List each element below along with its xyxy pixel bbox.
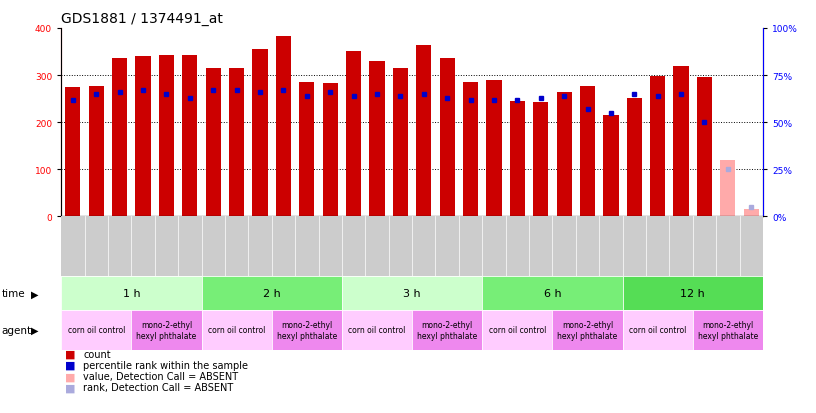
Text: GDS1881 / 1374491_at: GDS1881 / 1374491_at — [61, 12, 223, 26]
Bar — [486, 81, 502, 217]
Bar — [272, 311, 342, 350]
Bar — [131, 311, 202, 350]
Bar — [743, 210, 759, 217]
Text: mono-2-ethyl
hexyl phthalate: mono-2-ethyl hexyl phthalate — [277, 320, 337, 340]
Bar — [416, 46, 432, 217]
Bar — [202, 277, 342, 311]
Text: corn oil control: corn oil control — [68, 326, 125, 335]
Text: corn oil control: corn oil control — [629, 326, 686, 335]
Bar — [89, 87, 104, 217]
Bar — [206, 69, 221, 217]
Bar — [440, 59, 455, 217]
Bar — [557, 93, 572, 217]
Text: corn oil control: corn oil control — [348, 326, 406, 335]
Bar — [252, 50, 268, 217]
Bar — [229, 69, 244, 217]
Text: mono-2-ethyl
hexyl phthalate: mono-2-ethyl hexyl phthalate — [417, 320, 477, 340]
Text: ▶: ▶ — [31, 289, 38, 299]
Text: mono-2-ethyl
hexyl phthalate: mono-2-ethyl hexyl phthalate — [557, 320, 618, 340]
Bar — [276, 36, 291, 217]
Bar — [346, 52, 361, 217]
Text: mono-2-ethyl
hexyl phthalate: mono-2-ethyl hexyl phthalate — [136, 320, 197, 340]
Bar — [412, 311, 482, 350]
Bar — [112, 59, 127, 217]
Bar — [673, 66, 689, 217]
Bar — [623, 277, 763, 311]
Text: 3 h: 3 h — [403, 289, 421, 299]
Text: 1 h: 1 h — [122, 289, 140, 299]
Bar — [650, 77, 665, 217]
Text: 6 h: 6 h — [543, 289, 561, 299]
Text: percentile rank within the sample: percentile rank within the sample — [83, 360, 248, 370]
Bar — [533, 103, 548, 217]
Bar — [721, 160, 735, 217]
Bar — [482, 277, 623, 311]
Bar — [61, 311, 131, 350]
Bar — [159, 56, 174, 217]
Text: 2 h: 2 h — [263, 289, 281, 299]
Bar — [182, 56, 197, 217]
Bar — [580, 87, 595, 217]
Bar — [61, 277, 202, 311]
Text: ▶: ▶ — [31, 325, 38, 335]
Text: ■: ■ — [65, 382, 76, 392]
Bar — [342, 277, 482, 311]
Bar — [65, 88, 81, 217]
Text: mono-2-ethyl
hexyl phthalate: mono-2-ethyl hexyl phthalate — [698, 320, 758, 340]
Bar — [370, 62, 384, 217]
Bar — [627, 98, 642, 217]
Bar — [463, 83, 478, 217]
Bar — [482, 311, 552, 350]
Text: count: count — [83, 349, 111, 359]
Bar — [697, 78, 712, 217]
Bar — [510, 102, 525, 217]
Bar — [299, 83, 314, 217]
Text: time: time — [2, 289, 25, 299]
Bar — [693, 311, 763, 350]
Text: corn oil control: corn oil control — [208, 326, 265, 335]
Text: ■: ■ — [65, 371, 76, 381]
Bar — [392, 69, 408, 217]
Bar — [552, 311, 623, 350]
Text: agent: agent — [2, 325, 32, 335]
Bar — [342, 311, 412, 350]
Bar — [202, 311, 272, 350]
Text: corn oil control: corn oil control — [489, 326, 546, 335]
Bar — [135, 57, 151, 217]
Bar — [623, 311, 693, 350]
Text: rank, Detection Call = ABSENT: rank, Detection Call = ABSENT — [83, 382, 233, 392]
Text: value, Detection Call = ABSENT: value, Detection Call = ABSENT — [83, 371, 238, 381]
Bar — [322, 83, 338, 217]
Text: 12 h: 12 h — [681, 289, 705, 299]
Bar — [603, 116, 619, 217]
Text: ■: ■ — [65, 360, 76, 370]
Text: ■: ■ — [65, 349, 76, 359]
